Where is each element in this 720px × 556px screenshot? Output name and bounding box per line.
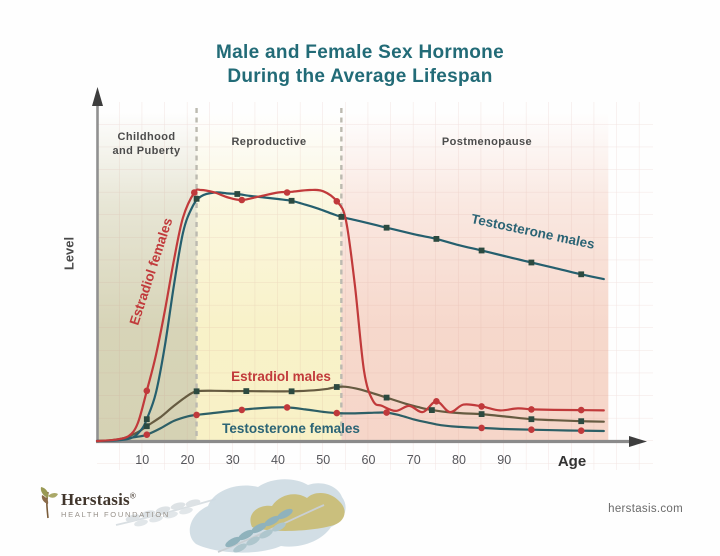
x-tick-10: 10	[135, 453, 150, 467]
circle-marker-estradiol-females	[283, 189, 291, 196]
square-marker-estradiol-males	[478, 411, 485, 417]
circle-marker-testosterone-females	[143, 431, 151, 439]
square-marker-testosterone-males	[578, 271, 585, 278]
square-marker-estradiol-males	[578, 418, 585, 425]
decorative-leaves-illustration	[115, 479, 346, 553]
square-marker-estradiol-males	[193, 388, 200, 395]
square-marker-estradiol-males	[143, 423, 150, 430]
teal-branch-icon	[217, 504, 325, 553]
circle-marker-estradiol-females	[528, 406, 535, 413]
gray-branch-icon	[115, 498, 217, 527]
square-marker-testosterone-males	[528, 259, 535, 266]
circle-marker-estradiol-females	[143, 387, 151, 395]
y-axis-title: Level	[61, 236, 77, 271]
x-tick-20: 20	[180, 453, 195, 467]
stage-divider-lines	[195, 108, 343, 441]
square-marker-testosterone-males	[193, 195, 200, 202]
circle-marker-estradiol-females	[478, 403, 485, 410]
stage-label-postmenopause: Postmenopause	[441, 136, 533, 148]
circle-marker-testosterone-females	[383, 409, 390, 416]
stage-label-reproductive: Reproductive	[231, 136, 307, 148]
circle-marker-testosterone-females	[238, 406, 246, 414]
website-link[interactable]: herstasis.com	[608, 503, 683, 515]
x-tick-30: 30	[225, 453, 240, 467]
square-marker-estradiol-males	[528, 416, 535, 423]
square-marker-testosterone-males	[478, 247, 485, 254]
circle-marker-estradiol-females	[191, 189, 198, 196]
y-axis-arrow-icon	[92, 87, 103, 106]
circle-marker-testosterone-females	[283, 404, 291, 411]
x-tick-60: 60	[361, 453, 376, 467]
square-marker-estradiol-males	[429, 407, 435, 413]
series-label-testosterone-females: Testosterone females	[222, 421, 360, 436]
circle-marker-estradiol-females	[333, 198, 341, 205]
circle-marker-testosterone-females	[333, 409, 341, 417]
x-axis-title: Age	[557, 453, 587, 470]
stage-label-childhood: Childhood and Puberty	[112, 131, 181, 157]
chart-title-line2: During the Average Lifespan	[227, 66, 493, 87]
circle-marker-testosterone-females	[193, 411, 200, 419]
logo-wordmark: Herstasis	[61, 490, 130, 509]
square-marker-testosterone-males	[433, 236, 440, 242]
x-tick-80: 80	[452, 453, 466, 467]
circle-marker-estradiol-females	[238, 196, 246, 204]
registered-mark: ®	[129, 491, 136, 501]
chart-title-line1: Male and Female Sex Hormone	[216, 42, 504, 63]
x-tick-40: 40	[271, 453, 285, 467]
square-marker-estradiol-males	[333, 384, 340, 390]
series-line-testosterone-males	[95, 191, 605, 443]
circle-marker-estradiol-females	[433, 398, 440, 405]
series-label-estradiol-males: Estradiol males	[231, 369, 331, 384]
x-tick-70: 70	[406, 453, 421, 467]
logo-leaf-icon	[40, 487, 58, 519]
circle-marker-testosterone-females	[478, 424, 485, 432]
circle-marker-estradiol-females	[577, 406, 585, 414]
x-tick-50: 50	[316, 453, 331, 467]
logo-subtitle: HEALTH FOUNDATION	[61, 510, 171, 519]
square-marker-testosterone-males	[338, 214, 345, 220]
background-grid	[97, 102, 653, 470]
series-markers	[143, 189, 585, 439]
square-marker-estradiol-males	[288, 388, 295, 395]
square-marker-estradiol-males	[383, 394, 390, 401]
circle-marker-testosterone-females	[528, 426, 535, 434]
square-marker-testosterone-males	[288, 197, 295, 204]
square-marker-testosterone-males	[383, 224, 390, 231]
x-axis-arrow-icon	[629, 436, 647, 447]
square-marker-testosterone-males	[143, 416, 150, 423]
square-marker-testosterone-males	[234, 191, 241, 197]
square-marker-estradiol-males	[243, 388, 250, 394]
x-tick-90: 90	[497, 453, 512, 467]
circle-marker-testosterone-females	[577, 427, 585, 435]
